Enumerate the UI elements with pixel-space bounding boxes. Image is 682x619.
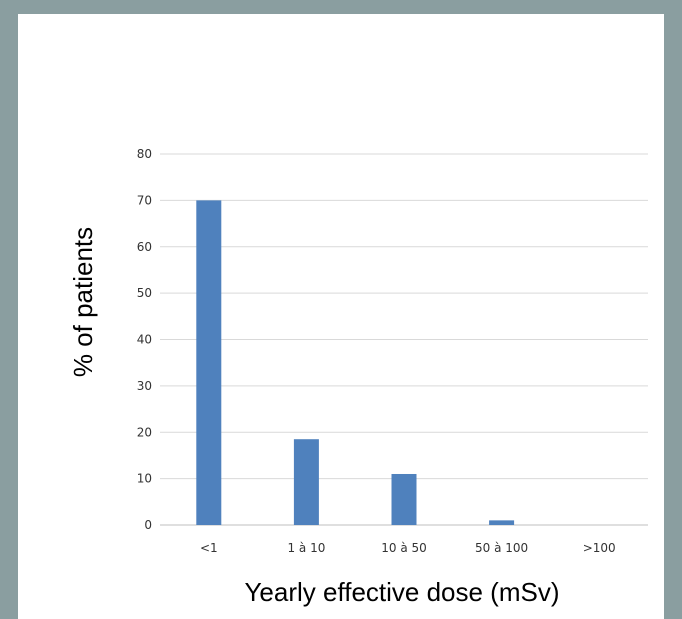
x-axis-title: Yearly effective dose (mSv) [244, 577, 559, 607]
y-tick-labels: 0 10 20 30 40 50 60 70 80 [137, 147, 152, 532]
bar [391, 473, 417, 525]
y-tick-label: 50 [137, 286, 152, 300]
y-tick-label: 10 [137, 472, 152, 486]
x-tick-label: >100 [583, 541, 616, 555]
bars [196, 200, 515, 525]
y-tick-label: 40 [137, 333, 152, 347]
x-tick-label: 50 à 100 [475, 541, 528, 555]
y-tick-label: 60 [137, 240, 152, 254]
bar [196, 200, 222, 525]
y-tick-label: 80 [137, 147, 152, 161]
y-tick-label: 20 [137, 425, 152, 439]
x-tick-label: <1 [200, 541, 218, 555]
x-tick-labels: <1 1 à 10 10 à 50 50 à 100 >100 [200, 541, 616, 555]
gridlines [160, 153, 648, 526]
y-axis-title: % of patients [68, 227, 98, 377]
y-tick-label: 0 [144, 518, 152, 532]
x-tick-label: 1 à 10 [287, 541, 325, 555]
bar [489, 520, 515, 525]
y-tick-label: 30 [137, 379, 152, 393]
bar [293, 439, 319, 525]
x-tick-label: 10 à 50 [381, 541, 427, 555]
y-tick-label: 70 [137, 193, 152, 207]
